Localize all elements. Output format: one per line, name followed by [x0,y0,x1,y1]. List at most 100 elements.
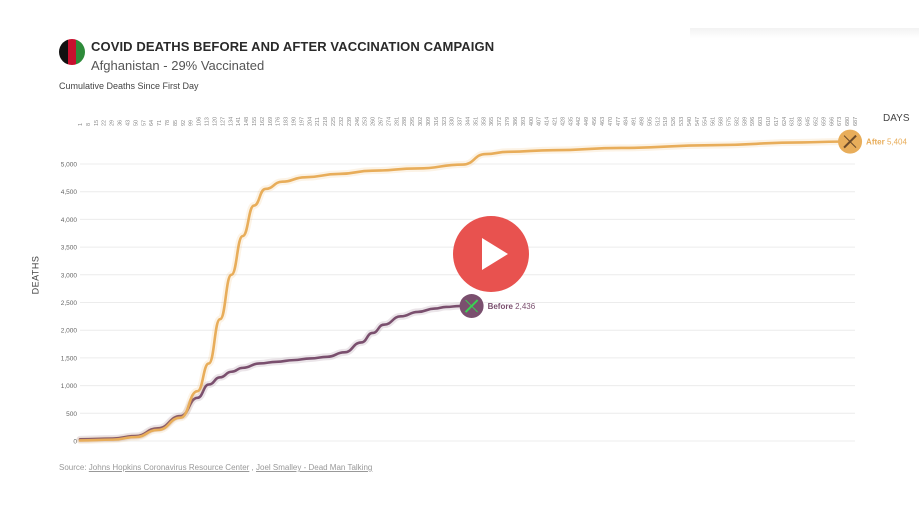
end-label-before: Before 2,436 [488,302,536,311]
y-tick-label: 2,500 [61,300,78,307]
x-tick-label: 498 [639,117,645,126]
x-tick-label: 36 [118,120,124,126]
x-tick-label: 134 [228,117,234,126]
x-axis-title: DAYS [883,113,910,124]
x-tick-label: 323 [442,117,448,126]
x-tick-label: 631 [790,117,796,126]
y-tick-label: 3,500 [61,245,78,252]
x-tick-label: 582 [734,117,740,126]
x-tick-label: 519 [663,117,669,126]
x-tick-label: 162 [260,117,266,126]
y-tick-label: 4,500 [61,189,78,196]
x-tick-label: 575 [726,117,732,126]
x-tick-label: 624 [782,117,788,126]
x-tick-label: 603 [758,117,764,126]
x-tick-label: 288 [402,117,408,126]
x-tick-label: 127 [220,117,226,126]
x-tick-label: 659 [821,117,827,126]
x-tick-label: 421 [552,117,558,126]
source-link-smalley[interactable]: Joel Smalley - Dead Man Talking [256,463,373,472]
x-tick-label: 78 [165,120,171,126]
x-tick-label: 491 [632,117,638,126]
x-tick-label: 197 [299,117,305,126]
x-tick-label: 155 [252,117,258,126]
afghanistan-flag-icon [59,39,85,65]
source-separator: , [249,463,256,472]
x-tick-label: 386 [513,117,519,126]
x-tick-label: 470 [608,117,614,126]
x-tick-label: 169 [268,117,274,126]
x-tick-label: 176 [276,117,282,126]
x-tick-label: 15 [94,120,100,126]
x-tick-label: 365 [489,117,495,126]
y-tick-label: 1,000 [61,383,78,390]
x-tick-label: 512 [655,117,661,126]
x-tick-label: 358 [481,117,487,126]
x-tick-label: 309 [426,117,432,126]
x-tick-label: 8 [86,123,92,126]
x-tick-label: 568 [719,117,725,126]
x-tick-label: 428 [560,117,566,126]
video-play-button[interactable] [453,216,529,292]
x-tick-label: 218 [323,117,329,126]
x-tick-label: 673 [837,117,843,126]
x-tick-label: 183 [284,117,290,126]
syringe-icon-cross [465,299,478,313]
x-tick-label: 239 [347,117,353,126]
x-tick-label: 246 [355,117,361,126]
chart-title: COVID DEATHS BEFORE AND AFTER VACCINATIO… [91,39,495,54]
end-label-after: After 5,404 [866,138,907,147]
series-halo [76,302,464,443]
x-tick-label: 540 [687,117,693,126]
x-tick-label: 414 [545,117,551,126]
x-tick-label: 43 [125,120,131,126]
x-tick-label: 442 [576,117,582,126]
x-tick-label: 379 [505,117,511,126]
y-tick-labels: 0 500 1,000 1,500 2,000 2,500 3,000 3,500 4,000 4… [61,162,78,446]
x-tick-label: 554 [703,117,709,126]
y-tick-label: 1,500 [61,355,78,362]
x-tick-label: 141 [236,117,242,126]
x-tick-label: 295 [410,117,416,126]
x-tick-label: 666 [829,117,835,126]
series-lines [76,138,842,444]
y-tick-label: 4,000 [61,217,78,224]
x-tick-label: 302 [418,117,424,126]
x-tick-label: 274 [386,117,392,126]
x-tick-label: 638 [798,117,804,126]
x-tick-label: 50 [133,120,139,126]
x-tick-labels: 1 8 15 22 29 36 43 50 57 64 71 78 85 92 99 106 113 120 127… [78,117,859,126]
x-tick-label: 463 [600,117,606,126]
source-link-jhu[interactable]: Johns Hopkins Coronavirus Resource Cente… [88,463,250,472]
x-tick-label: 526 [671,117,677,126]
x-tick-label: 680 [845,117,851,126]
x-tick-label: 57 [141,120,147,126]
x-tick-label: 561 [711,117,717,126]
source-line: Source: Johns Hopkins Coronavirus Resour… [59,463,372,472]
y-tick-label: 500 [66,411,77,418]
x-tick-label: 267 [379,117,385,126]
x-tick-label: 1 [78,123,84,126]
flag-stripe-red [67,39,77,65]
x-tick-label: 610 [766,117,772,126]
flag-stripe-green [76,39,85,65]
x-tick-label: 589 [742,117,748,126]
top-fade [690,28,919,38]
x-tick-label: 92 [181,120,187,126]
source-prefix: Source: [59,463,89,472]
x-tick-label: 148 [244,117,250,126]
x-tick-label: 372 [497,117,503,126]
x-tick-label: 253 [363,117,369,126]
y-tick-label: 3,000 [61,272,78,279]
x-tick-label: 351 [473,117,479,126]
end-markers: Before 2,436 After 5,404 [459,129,908,319]
x-tick-label: 505 [647,117,653,126]
x-tick-label: 190 [292,117,298,126]
x-tick-label: 407 [537,117,543,126]
y-tick-label: 2,000 [61,328,78,335]
chart-caption: Cumulative Deaths Since First Day [59,81,199,91]
x-tick-label: 393 [521,117,527,126]
syringe-icon-cross [843,135,857,148]
x-tick-label: 596 [750,117,756,126]
